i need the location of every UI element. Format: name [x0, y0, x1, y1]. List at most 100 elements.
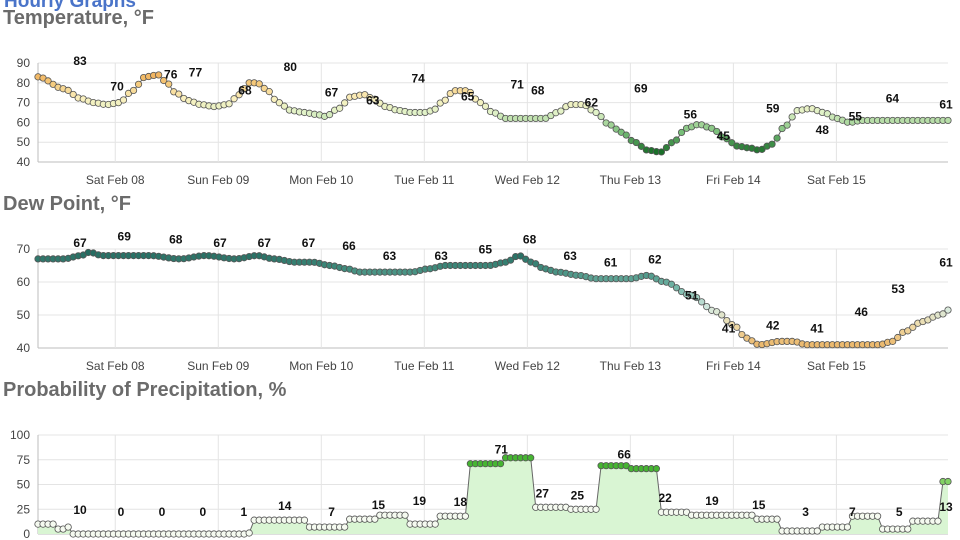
precipitation-point: [773, 515, 781, 523]
temperature-point: [119, 96, 128, 104]
temperature-point: [341, 99, 349, 107]
precipitation-data-label: 1: [240, 505, 247, 519]
temperature-data-label: 71: [510, 78, 524, 92]
temperature-point: [622, 131, 630, 139]
precipitation-data-label: 19: [705, 494, 719, 508]
dewpoint-point: [667, 280, 676, 288]
dewpoint-xtick: Fri Feb 14: [706, 359, 761, 373]
temperature-point: [471, 95, 480, 103]
temperature-ytick: 90: [17, 56, 31, 70]
dewpoint-point: [713, 308, 721, 316]
temperature-point: [230, 95, 238, 103]
temperature-point: [270, 95, 278, 103]
page-header: Hourly Graphs: [4, 0, 136, 12]
dewpoint-xtick: Sat Feb 15: [807, 359, 866, 373]
temperature-chart-title: Temperature, °F: [3, 7, 154, 29]
dewpoint-data-label: 42: [766, 318, 780, 332]
temperature-point: [607, 121, 615, 129]
precipitation-data-label: 19: [413, 494, 427, 508]
temperature-xtick: Mon Feb 10: [289, 173, 353, 187]
precipitation-point: [652, 465, 660, 473]
precipitation-data-label: 7: [328, 505, 335, 519]
temperature-point: [134, 80, 143, 88]
temperature-point: [44, 77, 52, 85]
dewpoint-point: [733, 323, 741, 331]
precipitation-data-label: 18: [454, 495, 468, 509]
temperature-point: [64, 86, 72, 94]
dewpoint-point: [889, 337, 897, 345]
temperature-data-label: 74: [411, 72, 425, 86]
precipitation-data-label: 7: [849, 505, 856, 519]
dewpoint-point: [703, 302, 711, 311]
precipitation-data-label: 14: [278, 499, 292, 513]
precipitation-chart-title: Probability of Precipitation, %: [3, 379, 287, 401]
precipitation-point: [904, 525, 912, 533]
temperature-xtick: Sat Feb 15: [807, 173, 866, 187]
precipitation-ytick: 75: [17, 453, 31, 467]
precipitation-point: [461, 512, 469, 520]
dewpoint-ytick: 70: [17, 242, 31, 256]
dewpoint-data-label: 63: [434, 249, 448, 263]
precipitation-point: [934, 517, 942, 525]
temperature-data-label: 80: [284, 60, 298, 74]
precipitation-point: [341, 523, 349, 531]
temperature-point: [481, 102, 490, 110]
temperature-point: [240, 84, 248, 93]
dewpoint-point: [532, 260, 540, 268]
temperature-point: [672, 136, 681, 144]
dewpoint-point: [894, 333, 902, 342]
temperature-data-label: 70: [110, 80, 124, 94]
temperature-point: [728, 139, 736, 147]
temperature-data-label: 67: [325, 86, 339, 100]
temperature-point: [592, 108, 600, 117]
temperature-point: [275, 99, 283, 107]
precipitation-point: [64, 523, 72, 531]
temperature-point: [612, 125, 620, 133]
dewpoint-point: [909, 323, 917, 331]
dewpoint-data-label: 53: [891, 282, 905, 296]
temperature-point: [441, 96, 449, 104]
temperature-point: [160, 76, 168, 85]
precipitation-point: [431, 520, 439, 528]
dewpoint-data-label: 69: [118, 229, 132, 243]
dewpoint-data-label: 68: [169, 233, 183, 247]
temperature-xtick: Thu Feb 13: [600, 173, 662, 187]
temperature-point: [476, 99, 485, 107]
temperature-point: [758, 145, 766, 153]
temperature-point: [677, 128, 686, 137]
dewpoint-point: [738, 330, 746, 339]
temperature-xtick: Wed Feb 12: [495, 173, 560, 187]
dewpoint-chart-title: Dew Point, °F: [3, 193, 131, 215]
precipitation-data-label: 5: [896, 505, 903, 519]
temperature-point: [265, 88, 273, 96]
precipitation-data-label: 15: [752, 498, 766, 512]
temperature-data-label: 45: [717, 129, 731, 143]
dewpoint-data-label: 67: [258, 236, 272, 250]
dewpoint-point: [748, 337, 756, 345]
temperature-data-label: 55: [849, 109, 863, 123]
dewpoint-data-label: 67: [302, 236, 316, 250]
dewpoint-data-label: 62: [648, 252, 662, 266]
precipitation-point: [401, 511, 409, 519]
temperature-data-label: 76: [164, 68, 178, 82]
temperature-point: [235, 91, 243, 99]
dewpoint-xtick: Mon Feb 10: [289, 359, 353, 373]
dewpoint-data-label: 67: [73, 236, 87, 250]
temperature-point: [260, 84, 268, 92]
precipitation-data-label: 0: [200, 505, 207, 519]
temperature-data-label: 69: [634, 82, 648, 96]
precipitation-data-label: 0: [118, 505, 125, 519]
temperature-point: [944, 116, 952, 125]
precipitation-point: [843, 523, 852, 531]
precipitation-ytick: 100: [10, 428, 30, 442]
temperature-point: [371, 95, 379, 103]
dewpoint-point: [698, 298, 706, 306]
temperature-point: [778, 124, 786, 133]
precipitation-data-label: 3: [802, 505, 809, 519]
temperature-point: [255, 80, 263, 88]
dewpoint-ytick: 50: [17, 308, 31, 322]
precipitation-point: [300, 516, 309, 524]
temperature-point: [632, 138, 640, 147]
precipitation-data-label: 71: [495, 443, 509, 457]
temperature-point: [376, 99, 384, 107]
